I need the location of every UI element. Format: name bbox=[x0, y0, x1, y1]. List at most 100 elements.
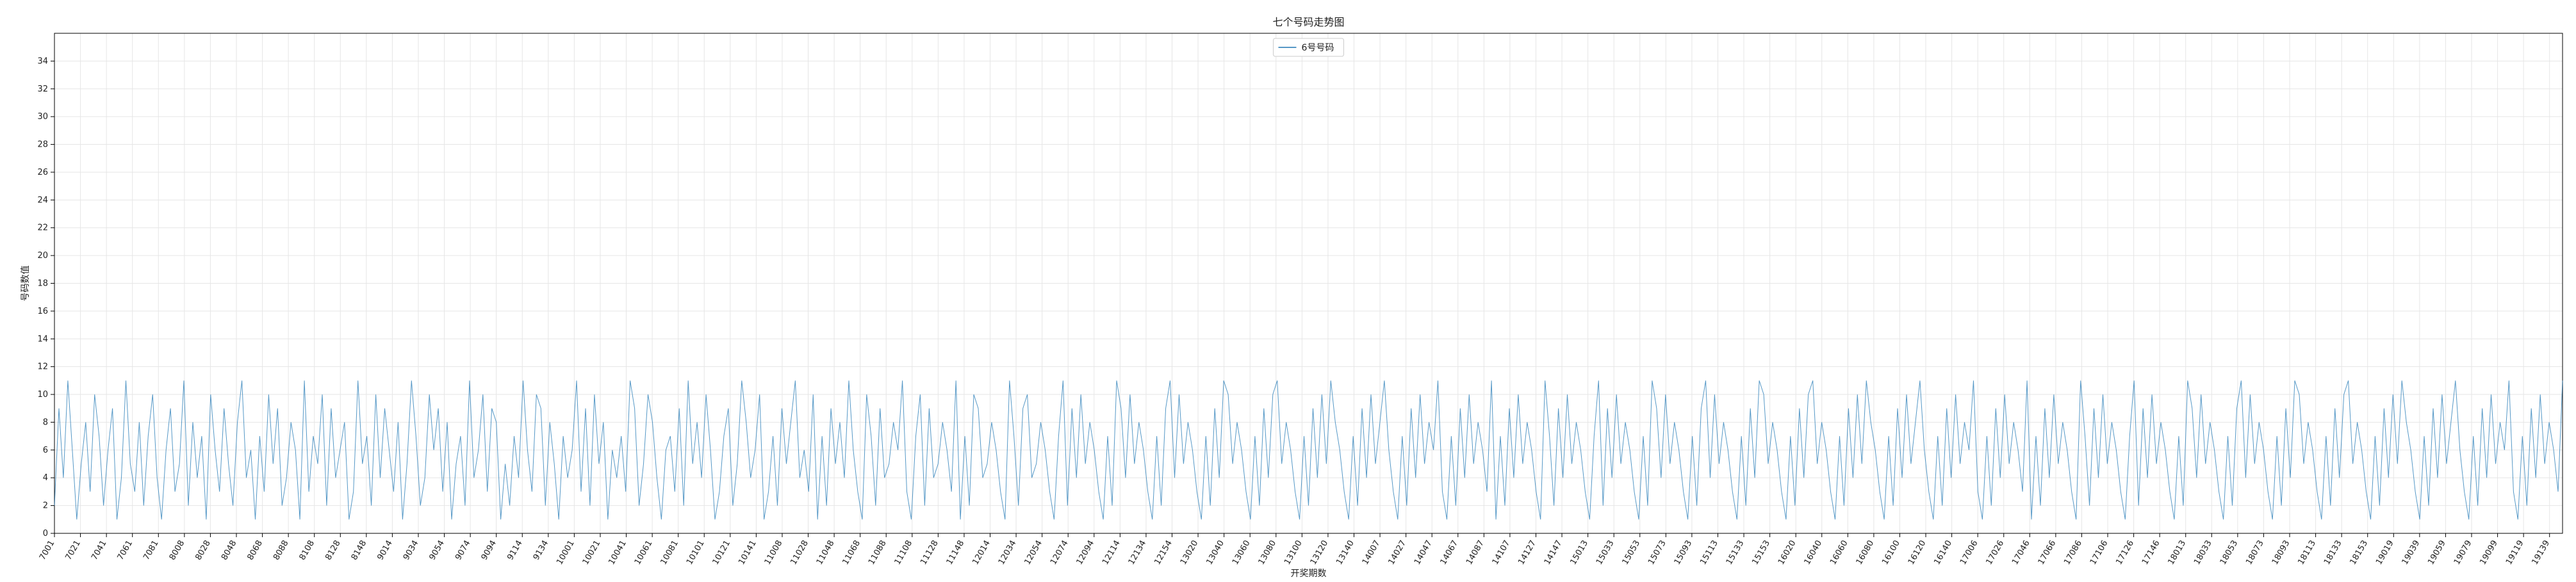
x-tick-label: 10001 bbox=[555, 539, 577, 567]
x-tick-label: 8128 bbox=[324, 539, 343, 562]
x-tick-label: 17046 bbox=[2010, 539, 2032, 567]
grid bbox=[54, 33, 2563, 534]
x-tick-label: 7041 bbox=[90, 539, 109, 562]
chart-title: 七个号码走势图 bbox=[1272, 16, 1344, 28]
x-tick-label: 13060 bbox=[1231, 539, 1252, 567]
x-tick-label: 9094 bbox=[480, 539, 499, 562]
x-tick-label: 15093 bbox=[1673, 539, 1694, 567]
x-tick-label: 13100 bbox=[1283, 538, 1304, 566]
x-tick-label: 8108 bbox=[298, 539, 317, 562]
x-tick-label: 12114 bbox=[1101, 539, 1122, 567]
y-tick-label: 0 bbox=[43, 529, 48, 538]
x-tick-label: 19019 bbox=[2374, 539, 2396, 567]
x-tick-label: 16040 bbox=[1803, 539, 1825, 567]
x-tick-label: 9134 bbox=[532, 539, 551, 562]
y-tick-label: 20 bbox=[37, 251, 48, 261]
x-tick-label: 8068 bbox=[245, 539, 265, 562]
x-tick-label: 14047 bbox=[1413, 539, 1434, 567]
x-tick-label: 19079 bbox=[2452, 539, 2474, 567]
x-tick-label: 10141 bbox=[737, 539, 759, 567]
x-tick-label: 9114 bbox=[505, 539, 525, 562]
legend-box bbox=[1273, 38, 1344, 57]
series-line-6 bbox=[54, 380, 2563, 520]
x-tick-label: 18013 bbox=[2167, 539, 2188, 567]
x-tick-label: 9014 bbox=[375, 539, 395, 562]
x-tick-label: 19099 bbox=[2478, 539, 2500, 567]
x-tick-label: 14127 bbox=[1516, 539, 1538, 567]
y-tick-label: 24 bbox=[37, 195, 48, 205]
x-tick-label: 17106 bbox=[2088, 539, 2110, 567]
x-tick-label: 18033 bbox=[2192, 539, 2214, 567]
x-tick-label: 15153 bbox=[1750, 539, 1772, 567]
y-tick-label: 4 bbox=[43, 473, 48, 483]
x-tick-label: 12054 bbox=[1022, 539, 1044, 567]
x-tick-label: 19139 bbox=[2531, 539, 2552, 567]
x-tick-label: 12094 bbox=[1075, 539, 1097, 567]
x-tick-label: 18073 bbox=[2244, 539, 2266, 567]
x-tick-label: 15033 bbox=[1595, 539, 1616, 567]
x-tick-label: 9074 bbox=[454, 539, 473, 562]
x-tick-label: 10021 bbox=[581, 539, 603, 567]
x-tick-label: 13120 bbox=[1309, 539, 1331, 567]
x-tick-label: 7001 bbox=[38, 539, 57, 562]
y-tick-label: 34 bbox=[37, 56, 48, 66]
x-tick-label: 11108 bbox=[893, 539, 915, 567]
x-tick-label: 14007 bbox=[1361, 539, 1382, 567]
y-tick-label: 2 bbox=[43, 501, 48, 511]
x-tick-label: 12154 bbox=[1153, 539, 1174, 567]
y-tick-label: 14 bbox=[37, 334, 48, 344]
x-tick-label: 16140 bbox=[1932, 539, 1954, 567]
x-tick-label: 7021 bbox=[63, 539, 83, 562]
x-tick-label: 11008 bbox=[763, 539, 785, 567]
x-tick-label: 13080 bbox=[1257, 539, 1279, 567]
x-tick-label: 12134 bbox=[1127, 539, 1149, 567]
x-tick-label: 18053 bbox=[2219, 539, 2240, 567]
x-tick-label: 15133 bbox=[1725, 539, 1746, 567]
x-tick-label: 13020 bbox=[1179, 539, 1201, 567]
x-tick-label: 10061 bbox=[633, 539, 655, 567]
legend-label: 6号号码 bbox=[1302, 43, 1334, 53]
x-tick-label: 10121 bbox=[711, 539, 733, 567]
x-tick-label: 17086 bbox=[2062, 539, 2084, 567]
x-tick-label: 17026 bbox=[1985, 539, 2006, 567]
y-tick-label: 26 bbox=[37, 168, 48, 177]
y-tick-label: 18 bbox=[37, 279, 48, 289]
x-tick-label: 10041 bbox=[607, 539, 628, 567]
legend: 6号号码 bbox=[1273, 38, 1344, 57]
y-axis-label: 号码数值 bbox=[21, 266, 31, 302]
y-tick-label: 12 bbox=[37, 362, 48, 372]
x-tick-label: 16060 bbox=[1828, 539, 1850, 567]
y-tick-label: 6 bbox=[43, 446, 48, 455]
x-tick-label: 17126 bbox=[2114, 539, 2136, 567]
x-tick-label: 13040 bbox=[1204, 539, 1226, 567]
x-tick-label: 11148 bbox=[945, 539, 967, 567]
y-tick-label: 30 bbox=[37, 112, 48, 122]
x-tick-label: 8088 bbox=[272, 539, 291, 562]
x-tick-label: 8008 bbox=[168, 539, 187, 562]
x-tick-label: 17146 bbox=[2140, 539, 2162, 567]
x-tick-label: 7081 bbox=[142, 539, 161, 562]
y-tick-label: 28 bbox=[37, 140, 48, 150]
x-tick-label: 16120 bbox=[1907, 539, 1928, 567]
x-tick-label: 16080 bbox=[1855, 539, 1876, 567]
x-tick-label: 12034 bbox=[997, 539, 1019, 567]
x-tick-label: 18113 bbox=[2296, 539, 2318, 567]
x-tick-label: 16100 bbox=[1880, 539, 1902, 567]
x-tick-label: 15073 bbox=[1646, 539, 1668, 567]
x-tick-label: 7061 bbox=[116, 539, 135, 562]
x-tick-label: 15013 bbox=[1568, 539, 1590, 567]
x-tick-label: 11068 bbox=[841, 539, 862, 567]
x-tick-label: 12014 bbox=[971, 539, 992, 567]
x-tick-label: 14067 bbox=[1439, 539, 1461, 567]
y-tick-label: 22 bbox=[37, 223, 48, 233]
x-tick-label: 19039 bbox=[2400, 539, 2422, 567]
x-tick-label: 11088 bbox=[867, 539, 889, 567]
x-tick-label: 8048 bbox=[220, 539, 239, 562]
x-tick-label: 14107 bbox=[1491, 539, 1513, 567]
x-axis: 7001 7021 7041 7061 7081 8008 8028 8048 8068 8088… bbox=[38, 533, 2552, 567]
y-tick-label: 32 bbox=[37, 85, 48, 94]
x-tick-label: 17006 bbox=[1958, 539, 1980, 567]
x-tick-label: 19059 bbox=[2426, 539, 2448, 567]
x-tick-label: 18153 bbox=[2349, 539, 2370, 567]
